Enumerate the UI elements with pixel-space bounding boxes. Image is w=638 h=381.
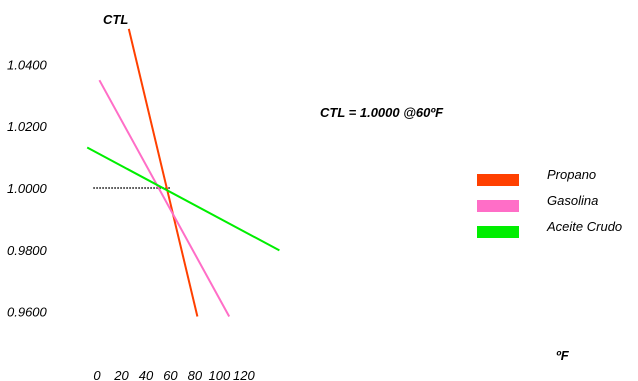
series-layer [86, 28, 280, 317]
y-tick-label: 0.9800 [7, 243, 48, 258]
chart-annotation: CTL = 1.0000 @60ºF [320, 105, 444, 120]
x-tick-labels: 0 20 40 60 80 100 120 [93, 368, 255, 381]
x-axis-title: ºF [556, 348, 570, 363]
x-tick-label: 0 [93, 368, 101, 381]
x-tick-label: 40 [139, 368, 154, 381]
x-tick-label: 100 [209, 368, 231, 381]
legend-swatch [477, 226, 519, 238]
legend-swatch [477, 174, 519, 186]
x-tick-label: 20 [113, 368, 129, 381]
legend-label: Propano [547, 167, 596, 182]
legend-label: Aceite Crudo [546, 219, 622, 234]
legend-swatch [477, 200, 519, 212]
legend: Propano Gasolina Aceite Crudo [477, 167, 622, 238]
y-tick-label: 1.0000 [7, 181, 48, 196]
legend-label: Gasolina [547, 193, 598, 208]
y-tick-label: 1.0200 [7, 119, 48, 134]
x-tick-label: 120 [233, 368, 255, 381]
series-line-0 [127, 28, 199, 317]
y-tick-label: 1.0400 [7, 57, 48, 72]
x-tick-label: 60 [163, 368, 178, 381]
series-line-2 [86, 146, 280, 252]
y-axis-title: CTL [103, 12, 128, 27]
x-tick-label: 80 [188, 368, 203, 381]
y-tick-labels: 1.0400 1.0200 1.0000 0.9800 0.9600 [7, 57, 48, 319]
y-tick-label: 0.9600 [7, 305, 48, 320]
series-line-1 [98, 79, 231, 317]
